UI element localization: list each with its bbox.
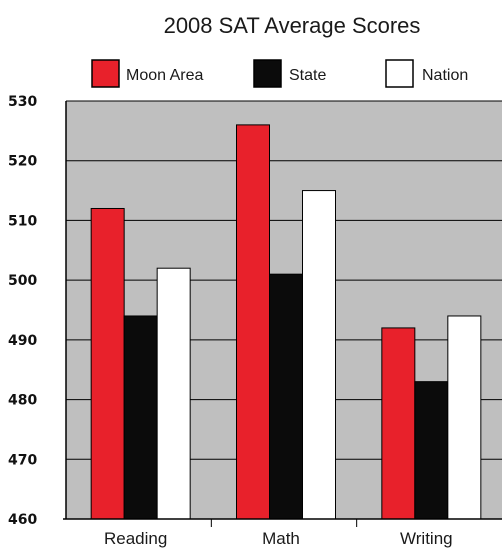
legend-swatch	[253, 59, 282, 88]
bar-state-writing	[414, 381, 449, 520]
legend-label: State	[289, 67, 326, 84]
x-tick-label: Math	[262, 529, 300, 548]
legend-label: Moon Area	[126, 67, 203, 84]
legend-swatch	[91, 59, 120, 88]
bar-state-reading	[123, 315, 158, 520]
bar-moon-area-math	[236, 124, 270, 520]
x-tick-label: Writing	[400, 529, 453, 548]
y-tick-label: 490	[8, 333, 37, 349]
y-tick-label: 460	[8, 512, 37, 528]
bar-state-math	[269, 273, 303, 520]
legend-swatch	[385, 59, 414, 88]
y-axis-ticks: 460 470 480 490 500 510 520 530	[8, 94, 37, 528]
y-tick-label: 480	[8, 393, 37, 409]
y-tick-label: 470	[8, 452, 37, 468]
bar-nation-writing	[447, 315, 482, 520]
bar-moon-area-reading	[90, 207, 125, 520]
legend: Moon Area State Nation	[91, 59, 468, 88]
legend-label: Nation	[422, 67, 468, 84]
x-tick-label: Reading	[104, 529, 167, 548]
y-tick-label: 530	[8, 94, 37, 110]
x-axis-ticks: Reading Math Writing	[104, 529, 453, 548]
y-tick-label: 510	[8, 213, 37, 229]
y-tick-label: 520	[8, 154, 37, 170]
bar-moon-area-writing	[381, 327, 416, 520]
axes	[63, 101, 502, 527]
bar-nation-reading	[156, 267, 191, 520]
y-tick-label: 500	[8, 273, 37, 289]
bar-nation-math	[302, 190, 336, 520]
chart-title: 2008 SAT Average Scores	[164, 13, 421, 38]
